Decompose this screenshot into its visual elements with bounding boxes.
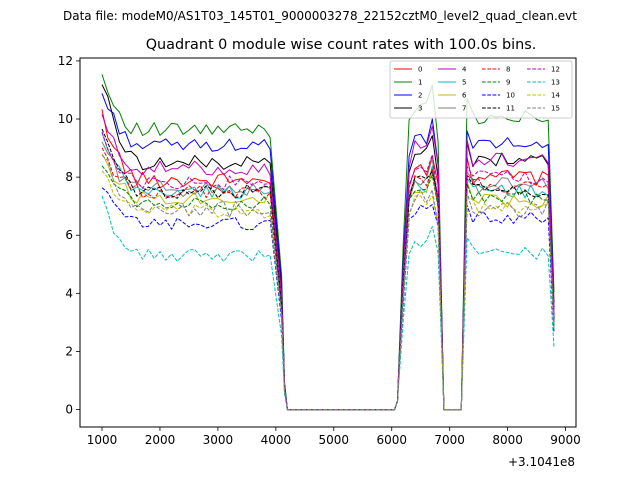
legend-label-11: 11 <box>506 105 515 113</box>
y-tick-label: 2 <box>65 344 73 358</box>
series-line-8 <box>101 147 555 411</box>
legend-label-12: 12 <box>551 66 560 74</box>
y-tick-label: 6 <box>65 228 73 242</box>
series-line-3 <box>101 84 555 411</box>
legend-label-5: 5 <box>462 79 466 87</box>
series-line-9 <box>101 165 555 411</box>
y-tick-label: 12 <box>58 54 73 68</box>
x-tick-label: 5000 <box>319 433 350 447</box>
x-axis-offset-label: +3.1041e8 <box>508 455 575 469</box>
series-line-4 <box>101 114 555 411</box>
y-tick-label: 10 <box>58 112 73 126</box>
series-line-14 <box>101 170 555 411</box>
chart-suptitle: Data file: modeM0/AS1T03_145T01_90000032… <box>63 9 577 23</box>
y-tick-label: 4 <box>65 286 73 300</box>
legend-label-7: 7 <box>462 105 466 113</box>
series-line-13 <box>101 195 555 411</box>
legend-label-2: 2 <box>418 92 422 100</box>
legend-label-4: 4 <box>462 66 467 74</box>
x-tick-label: 7000 <box>434 433 465 447</box>
y-axis: 0 2 4 6 8 10 12 <box>58 54 80 417</box>
legend-label-1: 1 <box>418 79 422 87</box>
legend-label-0: 0 <box>418 66 422 74</box>
x-tick-label: 2000 <box>145 433 176 447</box>
series-line-15 <box>101 154 555 411</box>
series-line-12 <box>101 131 555 411</box>
series-line-2 <box>101 93 555 411</box>
legend-label-13: 13 <box>551 79 560 87</box>
legend-label-14: 14 <box>551 92 560 100</box>
legend-label-8: 8 <box>506 66 510 74</box>
y-tick-label: 8 <box>65 170 73 184</box>
x-tick-label: 9000 <box>550 433 581 447</box>
legend-label-10: 10 <box>506 92 515 100</box>
chart-title: Quadrant 0 module wise count rates with … <box>146 37 537 53</box>
legend-frame <box>389 60 573 119</box>
x-tick-label: 8000 <box>492 433 523 447</box>
x-tick-label: 6000 <box>376 433 407 447</box>
axes-frame <box>79 57 577 428</box>
legend-label-3: 3 <box>418 105 422 113</box>
y-tick-label: 0 <box>65 403 73 417</box>
x-tick-label: 3000 <box>203 433 234 447</box>
x-axis: 1000 2000 3000 4000 5000 6000 7000 8000 9000 <box>87 427 581 447</box>
series-layer <box>101 74 555 411</box>
series-line-10 <box>101 187 555 411</box>
legend-label-6: 6 <box>462 92 467 100</box>
legend-label-15: 15 <box>551 105 560 113</box>
legend-label-9: 9 <box>506 79 510 87</box>
x-tick-label: 1000 <box>87 433 118 447</box>
x-tick-label: 4000 <box>261 433 292 447</box>
